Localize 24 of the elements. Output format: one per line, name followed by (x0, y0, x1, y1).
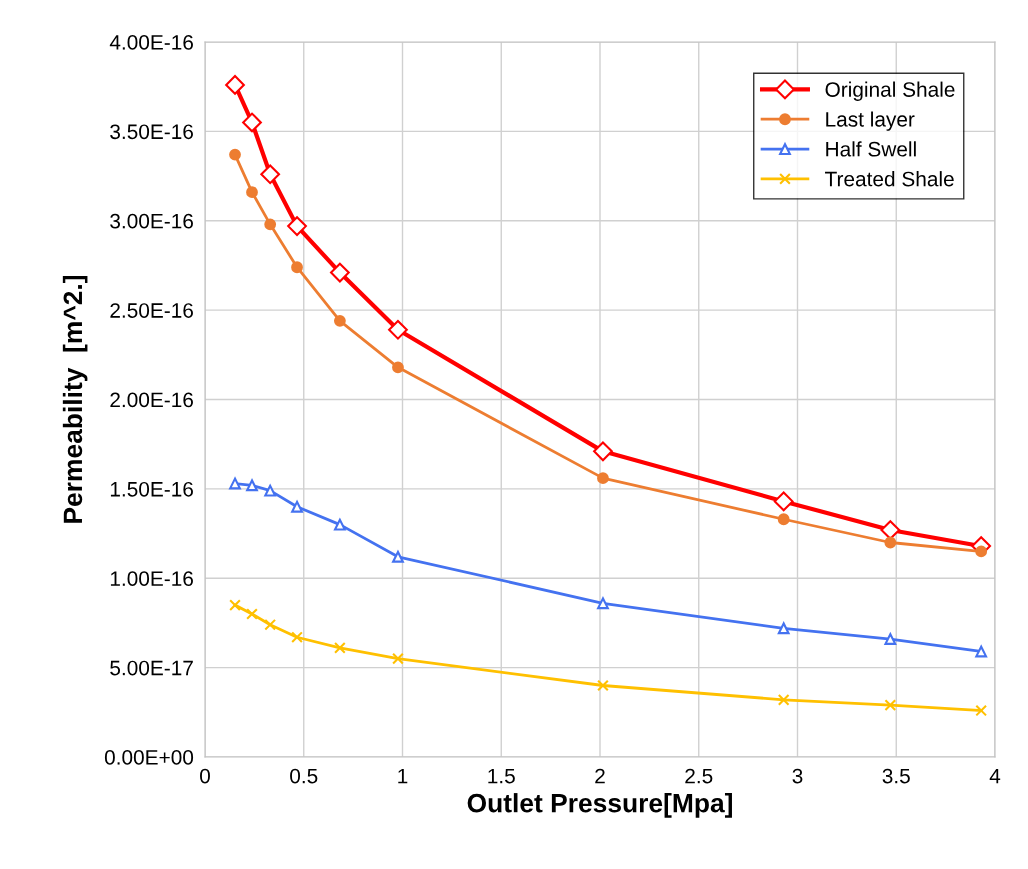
x-tick-label: 4 (989, 768, 1001, 784)
y-tick-label: 3.00E-16 (110, 213, 193, 229)
x-tick-label: 0.5 (290, 768, 318, 784)
x-tick-label: 2 (595, 768, 605, 784)
x-tick-label: 3 (792, 768, 803, 784)
x-tick-label: 1 (398, 768, 408, 784)
y-tick-label: 5.00E-17 (110, 660, 193, 676)
y-tick-label: 4.00E-16 (109, 35, 193, 50)
y-tick-label: 2.00E-16 (110, 392, 193, 408)
y-tick-label: 3.50E-16 (110, 124, 193, 140)
x-axis-title: Outlet Pressure[Mpa] (467, 793, 732, 818)
x-tick-label: 2.5 (685, 768, 713, 784)
y-tick-label: 0.00E+00 (104, 750, 194, 765)
x-tick-label: 1.5 (488, 768, 515, 784)
y-tick-label: 1.50E-16 (110, 481, 193, 497)
legend-label: Treated Shale (825, 171, 954, 187)
y-axis-title: Permeability [m^2.] (62, 275, 88, 523)
x-tick-label: 3.5 (882, 768, 910, 784)
y-tick-label: 1.00E-16 (110, 571, 193, 586)
y-tick-label: 2.50E-16 (110, 303, 193, 318)
legend-label: Half Swell (826, 141, 916, 157)
x-tick-label: 0 (200, 768, 210, 784)
legend-label: Last layer (826, 111, 915, 131)
legend-label: Original Shale (825, 81, 955, 101)
